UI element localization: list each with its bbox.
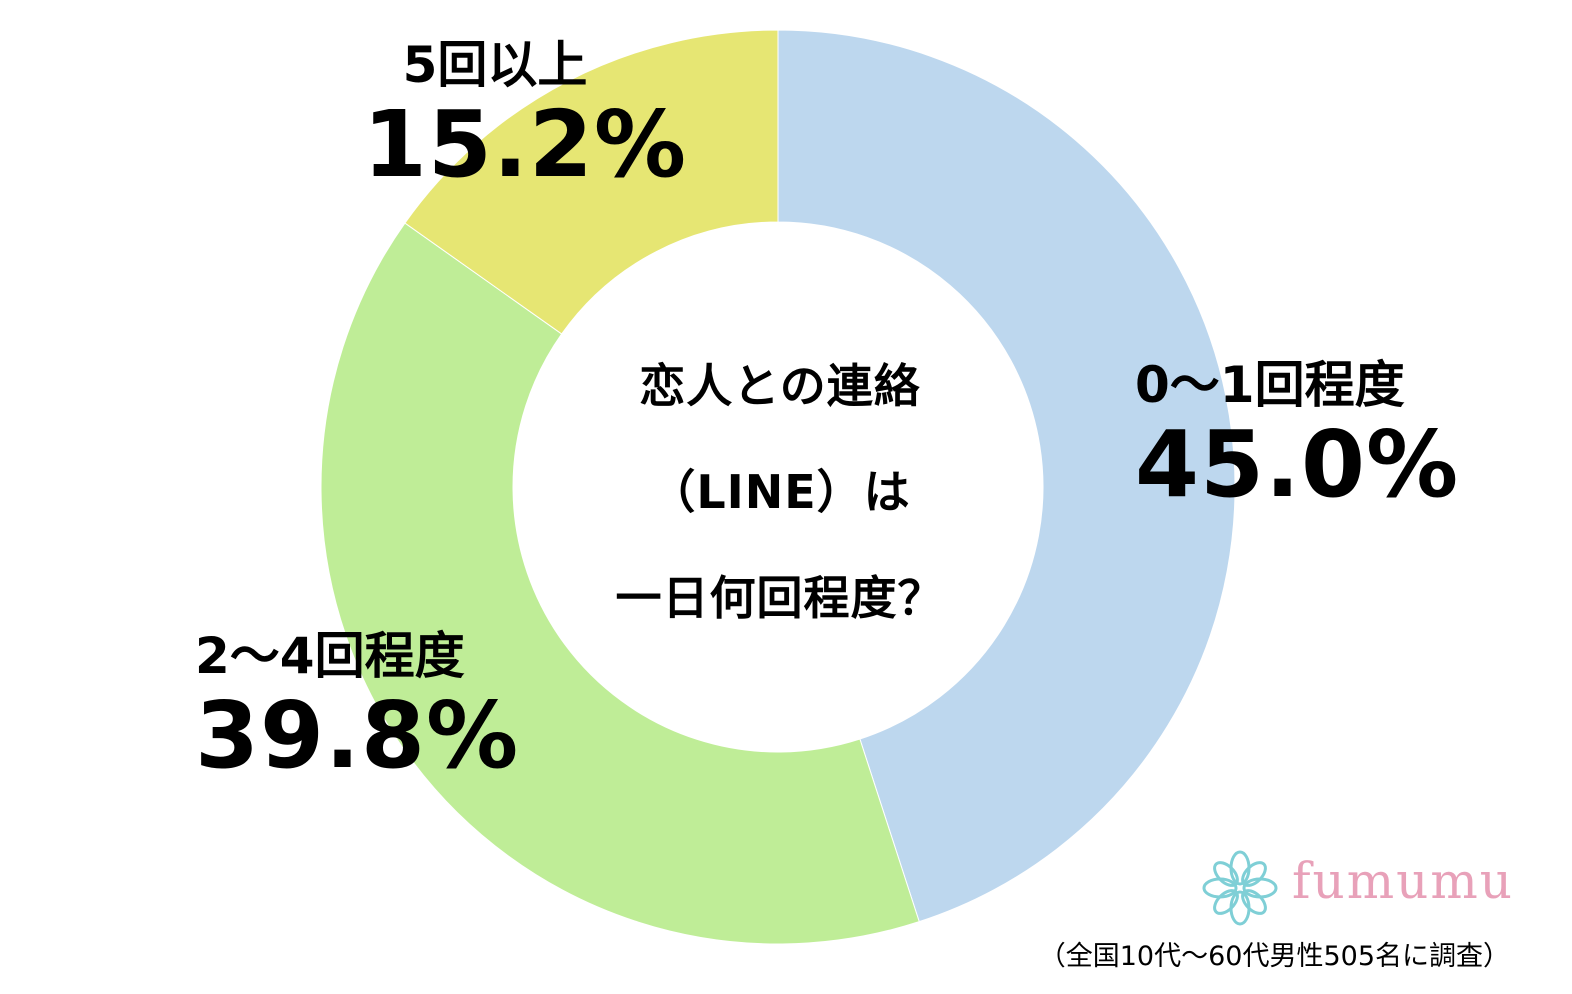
- brand-logo: fumumu: [1200, 848, 1512, 928]
- center-title-line-1: 恋人との連絡: [639, 359, 921, 413]
- value-label: 15.2%: [362, 91, 688, 198]
- center-title-line-2: （LINE）は: [649, 465, 911, 519]
- segment-label-0-1: 0～1回程度 45.0%: [1135, 345, 1459, 518]
- value-label: 45.0%: [1135, 411, 1460, 518]
- donut-slice-3: [404, 29, 779, 335]
- segment-label-2-4: 2～4回程度 39.8%: [195, 616, 519, 789]
- segment-label-5-plus: 5回以上 15.2%: [360, 25, 690, 198]
- category-label: 5回以上: [402, 36, 588, 94]
- category-label: 2～4回程度: [195, 627, 465, 685]
- survey-footnote: （全国10代～60代男性505名に調査）: [1038, 941, 1510, 972]
- donut-slice-2: [320, 222, 920, 945]
- category-label: 0～1回程度: [1135, 356, 1405, 414]
- brand-name: fumumu: [1292, 852, 1514, 910]
- donut-slice-1: [777, 29, 1236, 923]
- center-title-line-3: 一日何回程度？: [615, 571, 945, 625]
- flower-logo-icon: [1202, 850, 1278, 926]
- value-label: 39.8%: [195, 682, 520, 789]
